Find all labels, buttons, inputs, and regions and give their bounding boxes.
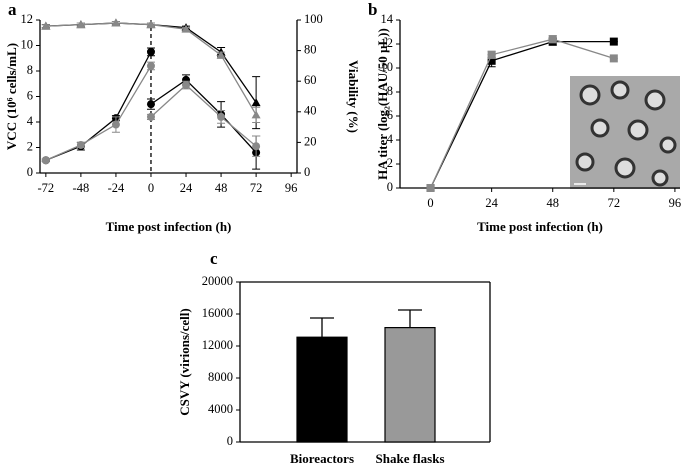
panel-label: a bbox=[8, 0, 17, 19]
marker bbox=[487, 50, 496, 59]
marker bbox=[146, 20, 156, 29]
series-line bbox=[429, 40, 614, 189]
y2-tick-label: 20 bbox=[304, 134, 317, 148]
x-axis-label: Time post infection (h) bbox=[477, 219, 603, 234]
y2-tick-label: 80 bbox=[304, 42, 317, 56]
y-tick-label: 20000 bbox=[202, 274, 233, 288]
marker bbox=[548, 35, 557, 44]
y-tick-label: 16000 bbox=[202, 306, 233, 320]
y2-tick-label: 100 bbox=[304, 12, 323, 26]
series-line bbox=[45, 51, 152, 161]
marker bbox=[251, 110, 261, 119]
marker bbox=[216, 50, 226, 59]
marker bbox=[76, 20, 86, 29]
marker bbox=[426, 184, 435, 192]
marker bbox=[111, 120, 120, 129]
marker bbox=[182, 81, 191, 90]
series-line bbox=[150, 84, 257, 147]
y-tick-label: 8000 bbox=[208, 370, 233, 384]
marker bbox=[146, 47, 155, 56]
x-tick-label: -48 bbox=[73, 181, 90, 195]
marker bbox=[146, 112, 155, 121]
x-tick-label: 24 bbox=[485, 196, 498, 210]
marker bbox=[146, 61, 155, 70]
x-axis-label: Time post infection (h) bbox=[106, 219, 232, 234]
x-tick-label: 72 bbox=[250, 181, 263, 195]
bar bbox=[384, 327, 436, 443]
x-tick-label: 96 bbox=[669, 196, 682, 210]
y-axis-label: HA titer (log₂(HAU/50 µL)) bbox=[375, 28, 390, 180]
y-tick-label: 4000 bbox=[208, 402, 233, 416]
marker bbox=[217, 112, 226, 121]
x-tick-label: Shake flasks bbox=[376, 451, 445, 466]
x-tick-label: -72 bbox=[38, 181, 55, 195]
y-tick-label: 12 bbox=[381, 36, 394, 50]
marker bbox=[609, 54, 618, 63]
y-tick-label: 12000 bbox=[202, 338, 233, 352]
series-line bbox=[150, 79, 257, 154]
y-tick-label: 6 bbox=[27, 88, 33, 102]
y-axis-label: CSVY (virions/cell) bbox=[177, 308, 192, 415]
y-tick-label: 14 bbox=[381, 12, 394, 26]
y-axis-label: VCC (10⁶ cells/mL) bbox=[4, 43, 19, 150]
y-tick-label: 8 bbox=[27, 63, 33, 77]
panel-label: c bbox=[210, 249, 218, 268]
y-tick-label: 4 bbox=[27, 114, 34, 128]
marker bbox=[487, 56, 496, 65]
y-tick-label: 8 bbox=[387, 84, 393, 98]
series-line bbox=[45, 65, 152, 161]
marker bbox=[41, 21, 51, 30]
y-tick-label: 2 bbox=[387, 156, 393, 170]
y-tick-label: 12 bbox=[21, 12, 34, 26]
x-tick-label: 48 bbox=[215, 181, 228, 195]
x-tick-label: 72 bbox=[608, 196, 621, 210]
y2-axis-label: Viability (%) bbox=[346, 60, 361, 133]
marker bbox=[609, 37, 618, 46]
y2-tick-label: 40 bbox=[304, 104, 317, 118]
marker bbox=[41, 156, 50, 165]
panel-label: b bbox=[368, 0, 377, 19]
y-tick-label: 6 bbox=[387, 108, 393, 122]
marker bbox=[111, 18, 121, 27]
y-tick-label: 0 bbox=[27, 165, 33, 179]
y2-tick-label: 0 bbox=[304, 165, 310, 179]
marker bbox=[181, 24, 191, 33]
electron-micrograph-inset bbox=[570, 76, 680, 189]
marker bbox=[146, 100, 155, 109]
marker bbox=[76, 140, 85, 149]
marker bbox=[252, 142, 261, 151]
y-tick-label: 0 bbox=[387, 180, 393, 194]
series-line bbox=[429, 38, 615, 189]
x-tick-label: 48 bbox=[546, 196, 559, 210]
y-tick-label: 10 bbox=[21, 37, 34, 51]
x-tick-label: 24 bbox=[180, 181, 193, 195]
y-tick-label: 10 bbox=[381, 60, 394, 74]
marker bbox=[251, 98, 261, 107]
x-tick-label: 0 bbox=[148, 181, 154, 195]
x-tick-label: 0 bbox=[427, 196, 433, 210]
bar bbox=[296, 336, 348, 443]
error-bar bbox=[310, 317, 334, 338]
y2-tick-label: 60 bbox=[304, 73, 317, 87]
y-tick-label: 2 bbox=[27, 139, 33, 153]
x-tick-label: Bioreactors bbox=[290, 451, 354, 466]
y-tick-label: 0 bbox=[227, 434, 233, 448]
y-tick-label: 4 bbox=[387, 132, 394, 146]
x-tick-label: -24 bbox=[108, 181, 125, 195]
x-tick-label: 96 bbox=[285, 181, 298, 195]
error-bar bbox=[398, 309, 422, 328]
